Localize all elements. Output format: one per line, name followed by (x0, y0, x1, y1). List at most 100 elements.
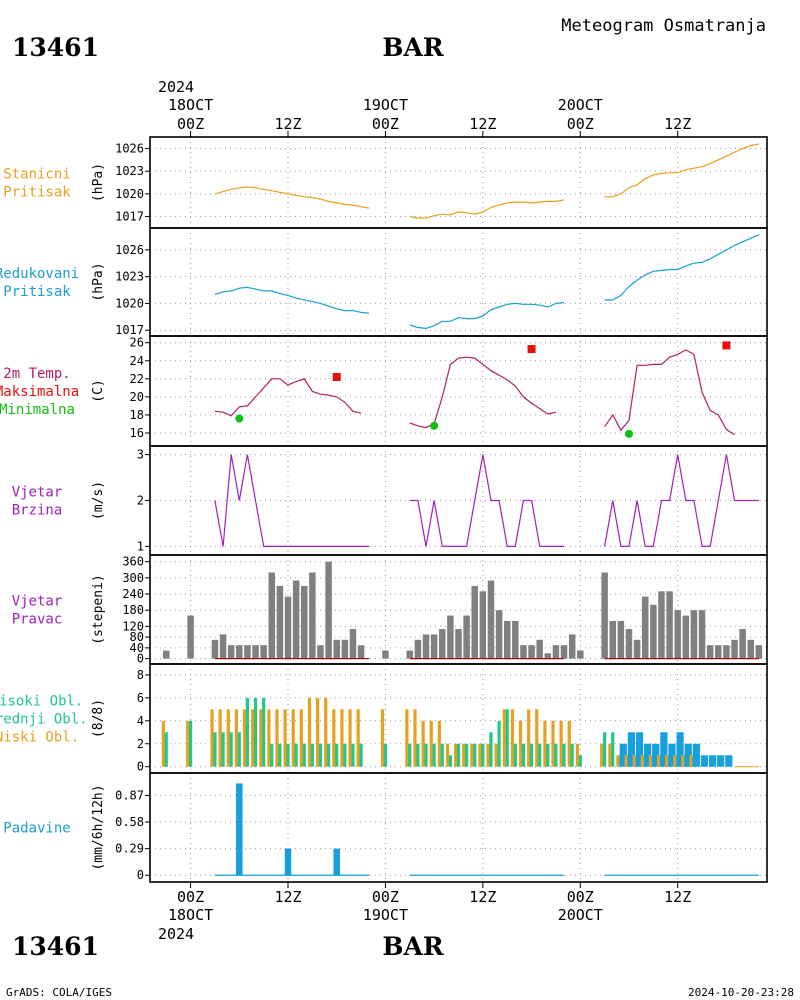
mid-cloud-bar (237, 732, 241, 767)
data-bar (715, 645, 722, 659)
high-cloud-bar (660, 732, 668, 767)
mid-cloud-bar (164, 732, 168, 767)
data-bar (284, 596, 292, 659)
panel-5: 0 2 4 6 8 (8/8) Visoki Obl. Srednji Obl. Niski O… (0, 663, 768, 774)
mid-cloud-bar (554, 743, 558, 767)
mid-cloud-bar (253, 697, 258, 767)
y-tick-label: 180 (122, 603, 144, 617)
data-bar (439, 629, 446, 659)
low-cloud-bar (267, 709, 271, 767)
high-cloud-bar (668, 743, 676, 767)
low-cloud-bar (567, 720, 571, 767)
y-axis-label: (C) (91, 379, 106, 402)
data-bar (382, 650, 389, 659)
low-cloud-bar (689, 755, 693, 767)
y-tick-label: 0 (137, 652, 144, 666)
panel-3: 1 2 3 (m/s) Vjetar Brzina (12, 445, 768, 556)
panel-frame (149, 227, 768, 337)
data-bar (317, 645, 324, 659)
mid-cloud-bar (262, 697, 266, 767)
mid-cloud-bar (481, 743, 485, 767)
panel-0: 1017 1020 1023 1026 (hPa) Stanicni Pritisak (3, 136, 768, 229)
low-cloud-bar (681, 755, 685, 767)
y-tick-label: 0 (137, 868, 144, 882)
data-bar (633, 639, 641, 659)
series-line (409, 356, 557, 429)
data-bar (333, 639, 340, 659)
panel-2: 16 18 20 22 24 26 (C) 2m Temp. Maksimalna Minimal… (0, 335, 768, 447)
mid-cloud-bar (473, 743, 477, 767)
data-bar (601, 572, 608, 659)
bottom-axis-hour-label: 00Z (567, 888, 594, 906)
y-axis-label: (mm/6h/12h) (91, 784, 106, 870)
year-bottom: 2024 (158, 925, 194, 943)
low-cloud-bar (413, 709, 417, 767)
series-line (604, 349, 735, 436)
panel-title: Vjetar (12, 594, 63, 610)
data-bar (536, 639, 543, 659)
bottom-axis-hour-label: 12Z (664, 888, 691, 906)
high-cloud-bar (708, 755, 717, 767)
data-bar (260, 645, 267, 659)
top-axis-hour-label: 00Z (177, 115, 204, 133)
station-name-bottom: BAR (382, 932, 444, 961)
low-cloud-bar (543, 720, 547, 767)
mid-cloud-bar (448, 755, 452, 767)
top-axis-date-label: 18OCT (168, 96, 213, 114)
mid-cloud-bar (318, 743, 323, 767)
min-temp-marker (235, 414, 244, 423)
y-axis-label: (hPa) (91, 163, 106, 202)
mid-cloud-bar (570, 743, 574, 767)
mid-cloud-bar (278, 743, 282, 767)
low-cloud-bar (445, 743, 450, 767)
data-bar (422, 634, 430, 659)
low-cloud-bar (527, 709, 531, 767)
data-bar (609, 620, 616, 659)
mid-cloud-bar (302, 743, 306, 767)
low-cloud-bar (478, 743, 482, 767)
low-cloud-bar (283, 709, 287, 767)
mid-cloud-bar (546, 743, 550, 767)
panel-frame (149, 445, 768, 556)
high-cloud-bar (717, 755, 725, 767)
mid-cloud-bar (221, 732, 225, 767)
data-bar (528, 645, 535, 659)
panel-title: Redukovani (0, 266, 79, 282)
mid-cloud-bar (294, 743, 298, 767)
series-line (409, 301, 565, 330)
y-tick-label: 2 (137, 737, 144, 751)
top-axis-hour-label: 12Z (469, 115, 496, 133)
y-tick-label: 1017 (115, 323, 144, 337)
data-bar (341, 639, 349, 659)
year-top: 2024 (158, 78, 194, 96)
mid-cloud-bar (351, 743, 355, 767)
data-bar (325, 561, 332, 659)
data-bar (227, 645, 235, 659)
y-tick-label: 1020 (115, 296, 144, 310)
bottom-axis-hour-label: 12Z (274, 888, 301, 906)
mid-cloud-bar (603, 732, 607, 767)
data-bar (682, 615, 690, 659)
data-bar (739, 629, 746, 659)
high-cloud-bar (652, 743, 660, 767)
data-bar (512, 620, 519, 659)
footer-timestamp: 2024-10-20-23:28 (688, 986, 794, 999)
panel-title: Vjetar (12, 485, 63, 501)
series-line (604, 454, 759, 547)
mid-cloud-bar (416, 743, 420, 767)
low-cloud-bar (665, 755, 669, 767)
low-cloud-bar (656, 755, 661, 767)
y-tick-label: 1017 (115, 209, 144, 223)
y-tick-label: 40 (130, 641, 144, 655)
data-bar (187, 615, 194, 659)
low-cloud-bar (259, 709, 263, 767)
panel-title: Pravac (12, 612, 63, 628)
y-tick-label: 120 (122, 619, 144, 633)
low-cloud-bar (470, 743, 474, 767)
low-cloud-bar (462, 743, 466, 767)
y-tick-label: 240 (122, 587, 144, 601)
mid-cloud-bar (213, 732, 217, 767)
data-bar (560, 645, 568, 659)
data-bar (333, 848, 340, 876)
y-tick-label: 1026 (115, 142, 144, 156)
